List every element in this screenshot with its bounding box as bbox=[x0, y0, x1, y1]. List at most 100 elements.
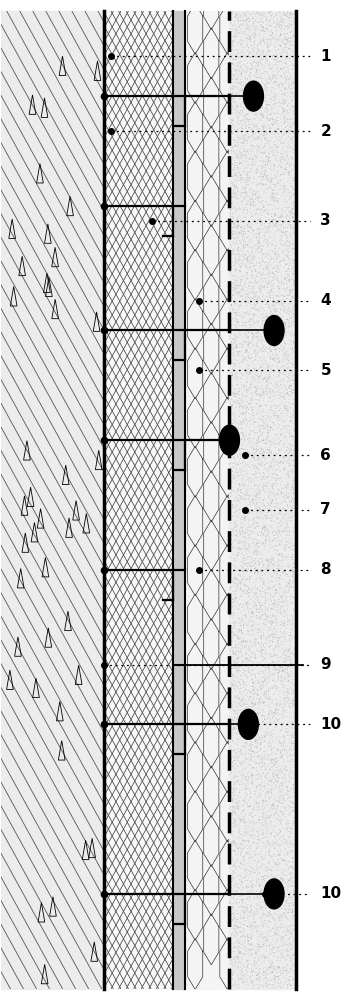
Point bbox=[256, 480, 261, 496]
Point bbox=[238, 17, 244, 33]
Point bbox=[245, 466, 251, 482]
Point bbox=[262, 739, 267, 755]
Point bbox=[284, 50, 289, 66]
Point bbox=[247, 596, 252, 612]
Point bbox=[291, 309, 296, 325]
Point bbox=[285, 478, 290, 494]
Point bbox=[268, 11, 273, 27]
Point bbox=[240, 833, 246, 849]
Point bbox=[266, 389, 272, 405]
Point bbox=[258, 318, 264, 334]
Point bbox=[291, 946, 296, 962]
Point bbox=[256, 795, 262, 811]
Point bbox=[284, 657, 290, 673]
Point bbox=[275, 273, 281, 289]
Point bbox=[281, 301, 287, 317]
Point bbox=[263, 535, 268, 551]
Point bbox=[228, 702, 233, 718]
Point bbox=[234, 72, 240, 88]
Point bbox=[265, 36, 270, 52]
Point bbox=[289, 561, 295, 577]
Point bbox=[234, 571, 239, 587]
Point bbox=[240, 405, 246, 421]
Point bbox=[229, 742, 234, 758]
Point bbox=[241, 377, 247, 393]
Point bbox=[287, 912, 293, 928]
Point bbox=[263, 225, 269, 241]
Point bbox=[265, 151, 270, 167]
Point bbox=[284, 575, 290, 591]
Point bbox=[236, 229, 242, 245]
Point bbox=[234, 464, 239, 480]
Point bbox=[255, 184, 261, 200]
Point bbox=[287, 10, 293, 26]
Point bbox=[240, 518, 246, 534]
Point bbox=[276, 594, 281, 610]
Point bbox=[245, 928, 250, 944]
Point bbox=[260, 280, 265, 296]
Point bbox=[252, 54, 258, 70]
Point bbox=[267, 296, 272, 312]
Point bbox=[234, 336, 239, 352]
Point bbox=[268, 351, 273, 367]
Point bbox=[232, 258, 238, 274]
Point bbox=[282, 734, 287, 750]
Point bbox=[259, 157, 265, 173]
Point bbox=[247, 757, 252, 773]
Point bbox=[245, 458, 251, 474]
Point bbox=[293, 168, 299, 184]
Point bbox=[228, 111, 234, 127]
Point bbox=[250, 268, 255, 284]
Point bbox=[286, 643, 291, 659]
Point bbox=[237, 574, 243, 590]
Point bbox=[273, 219, 278, 235]
Point bbox=[247, 743, 253, 759]
Point bbox=[290, 139, 295, 155]
Point bbox=[293, 653, 299, 669]
Point bbox=[271, 192, 276, 208]
Point bbox=[285, 489, 291, 505]
Point bbox=[244, 167, 250, 183]
Point bbox=[271, 367, 277, 383]
Point bbox=[241, 160, 247, 176]
Point bbox=[257, 227, 262, 243]
Point bbox=[264, 52, 270, 68]
Point bbox=[242, 577, 248, 593]
Point bbox=[242, 379, 247, 395]
Point bbox=[245, 31, 250, 47]
Point bbox=[255, 702, 261, 718]
Point bbox=[236, 925, 242, 941]
Point bbox=[284, 88, 290, 104]
Point bbox=[283, 391, 288, 407]
Point bbox=[236, 955, 242, 971]
Point bbox=[280, 485, 286, 501]
Point bbox=[278, 851, 284, 867]
Point bbox=[284, 823, 290, 839]
Point bbox=[292, 691, 297, 707]
Point bbox=[273, 577, 278, 593]
Point bbox=[245, 37, 250, 53]
Point bbox=[270, 666, 275, 682]
Point bbox=[282, 594, 288, 610]
Point bbox=[293, 257, 299, 273]
Point bbox=[255, 854, 260, 870]
Point bbox=[250, 749, 256, 765]
Point bbox=[242, 308, 247, 324]
Point bbox=[235, 114, 240, 130]
Point bbox=[265, 102, 271, 118]
Point bbox=[284, 743, 289, 759]
Point bbox=[256, 441, 261, 457]
Point bbox=[249, 524, 255, 540]
Point bbox=[230, 169, 236, 185]
Point bbox=[281, 203, 287, 219]
Point bbox=[285, 558, 291, 574]
Point bbox=[253, 489, 259, 505]
Point bbox=[246, 170, 252, 186]
Point bbox=[241, 56, 247, 72]
Point bbox=[232, 138, 238, 154]
Point bbox=[248, 181, 254, 197]
Point bbox=[241, 63, 247, 79]
Point bbox=[230, 301, 235, 317]
Point bbox=[285, 614, 290, 630]
Point bbox=[285, 44, 290, 60]
